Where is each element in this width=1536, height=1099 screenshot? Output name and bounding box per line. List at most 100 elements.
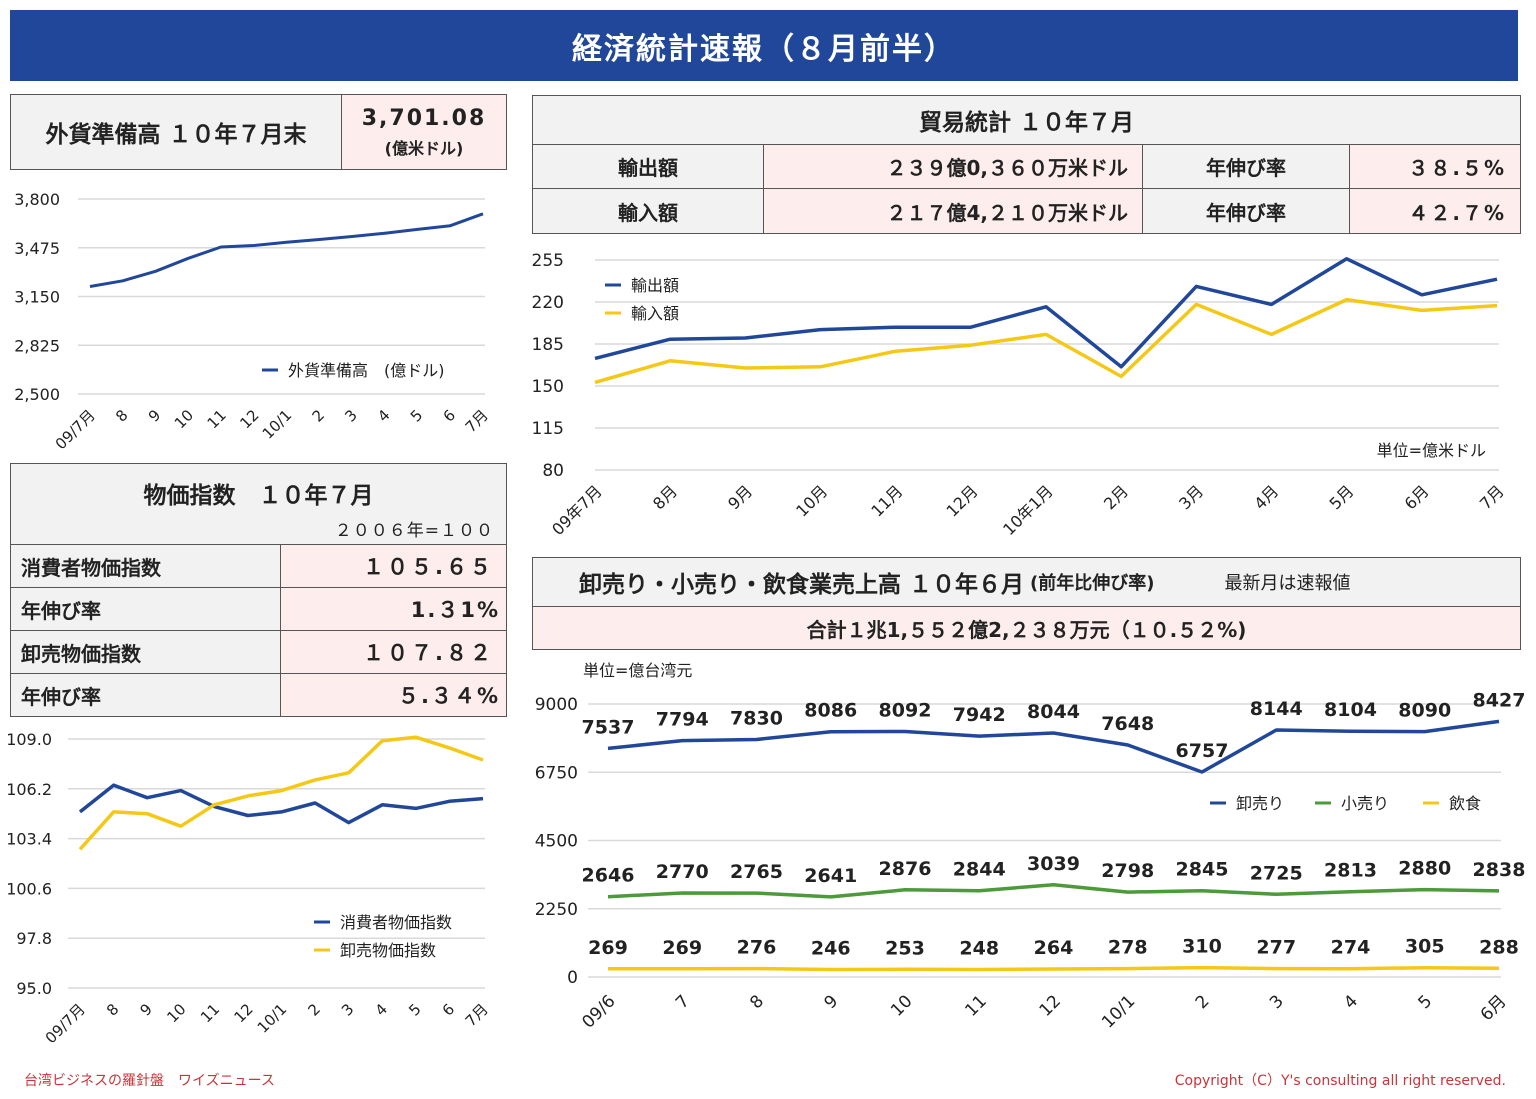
data-label: 2765 [730,861,783,883]
wpi-growth-label: 年伸び率 [21,684,101,709]
sales-title: 卸売り・小売り・飲食業売上高 １０年６月 [579,572,1025,598]
data-label: 8044 [1027,701,1080,723]
data-label: 8427 [1473,689,1526,711]
wpi-label-cell: 卸売物価指数 [10,630,281,674]
data-label: 2813 [1324,860,1377,882]
x-tick-label: 3 [338,1000,357,1019]
x-tick-label: 10/1 [1098,991,1139,1032]
reserves-label: 外貨準備高 １０年７月末 [45,122,307,148]
series-line-1 [78,783,484,825]
export-label-cell: 輸出額 [532,144,764,189]
reserves-value-cell: 3,701.08 (億米ドル) [341,94,507,170]
x-tick-label: 4 [1340,991,1362,1013]
import-label: 輸入額 [618,200,678,225]
y-tick-label: 100.6 [6,879,52,898]
wpi-growth-label-cell: 年伸び率 [10,673,281,717]
footer-left: 台湾ビジネスの羅針盤 ワイズニュース [24,1073,275,1089]
cpi-label: 消費者物価指数 [21,555,161,580]
data-label: 253 [885,937,925,959]
data-label: 2880 [1398,858,1451,880]
cpi-value: １０５.６５ [363,555,494,579]
reserves-unit: (億米ドル) [384,138,464,158]
data-label: 2641 [804,865,857,887]
x-tick-label: 3月 [1175,481,1207,513]
reserves-label-cell: 外貨準備高 １０年７月末 [10,94,342,170]
export-growth-cell: ３８.５% [1349,144,1521,189]
wpi-label: 卸売物価指数 [21,641,141,666]
y-tick-label: 95.0 [16,979,52,998]
y-tick-label: 6750 [535,763,578,783]
x-tick-label: 10 [171,406,197,432]
series-line-2 [607,883,1500,899]
x-tick-label: 8 [746,991,768,1013]
x-tick-label: 3 [341,406,360,425]
import-growth-label-cell: 年伸び率 [1142,188,1350,234]
data-label: 2770 [656,861,709,883]
data-label: 2725 [1250,862,1303,884]
wpi-growth: ５.３４% [397,684,500,708]
series-line-1 [607,719,1500,774]
x-tick-label: 8 [103,1000,122,1019]
x-tick-label: 4 [372,1000,391,1019]
prices-chart: 95.0 97.8 100.6 103.4 106.2 109.0 09/7月 8 9 10 11 1… [6,730,492,1047]
legend-label: 小売り [1341,794,1389,813]
import-growth-label: 年伸び率 [1206,200,1286,225]
wpi-growth-cell: ５.３４% [280,673,507,717]
wpi-value: １０７.８２ [363,641,494,665]
x-tick-label: 11 [197,1000,223,1026]
data-label: 310 [1182,936,1222,958]
legend-label: 輸出額 [631,276,679,295]
y-tick-label: 109.0 [6,730,52,749]
x-tick-label: 6月 [1401,481,1433,513]
y-tick-label: 4500 [535,832,578,852]
data-label: 246 [811,938,851,960]
x-tick-label: 2 [1192,991,1214,1013]
x-tick-label: 10年1月 [999,481,1057,539]
data-label: 277 [1256,937,1296,959]
x-tick-label: 09年7月 [548,481,606,539]
data-label: 8092 [879,700,932,722]
sales-note: 最新月は速報値 [1224,573,1351,594]
legend-label: 外貨準備高 (億ドル) [288,361,445,380]
data-label: 269 [588,937,628,959]
export-growth-label: 年伸び率 [1206,156,1286,180]
x-tick-label: 11月 [867,481,906,520]
data-label: 2646 [582,865,635,887]
data-label: 278 [1108,937,1148,959]
x-tick-label: 12 [236,406,262,432]
data-label: 7794 [656,709,709,731]
x-tick-label: 5 [407,406,426,425]
reserves-chart: 2,500 2,825 3,150 3,475 3,800 09/7月 8 9 10 11 1210… [14,190,492,453]
y-tick-label: 3,800 [14,190,60,209]
y-tick-label: 255 [532,251,564,271]
data-label: 2844 [953,859,1006,881]
export-growth: ３８.５% [1408,156,1506,180]
data-label: 269 [662,937,702,959]
series-line-3 [608,965,1500,972]
y-tick-label: 2,500 [14,385,60,404]
y-tick-label: 3,150 [14,288,60,307]
import-label-cell: 輸入額 [532,188,764,234]
x-tick-label: 12月 [943,481,982,520]
data-label: 8086 [804,700,857,722]
sales-title-cell: 卸売り・小売り・飲食業売上高 １０年６月 (前年比伸び率) 最新月は速報値 [532,557,1521,607]
y-tick-label: 9000 [535,695,578,715]
y-tick-label: 97.8 [16,929,52,948]
x-tick-label: 09/7月 [42,1000,89,1047]
data-label: 2876 [879,858,932,880]
x-tick-label: 9月 [724,481,756,513]
sales-total-cell: 合計１兆1,５５２億2,２３８万元（１０.５２%) [532,606,1521,650]
prices-base: ２００６年=１００ [334,521,494,541]
x-tick-label: 8 [112,406,131,425]
data-label: 288 [1479,936,1519,958]
export-value: ２３９億0,３６０万米ドル [886,156,1128,180]
y-tick-label: 115 [532,419,564,439]
cpi-label-cell: 消費者物価指数 [10,544,281,588]
legend-label: 輸入額 [631,304,679,323]
x-tick-label: 9 [820,991,842,1013]
x-tick-label: 12 [1036,991,1065,1020]
cpi-growth-label-cell: 年伸び率 [10,587,281,631]
x-tick-label: 5 [1414,991,1436,1013]
data-label: 6757 [1176,740,1229,762]
data-label: 8104 [1324,699,1377,721]
